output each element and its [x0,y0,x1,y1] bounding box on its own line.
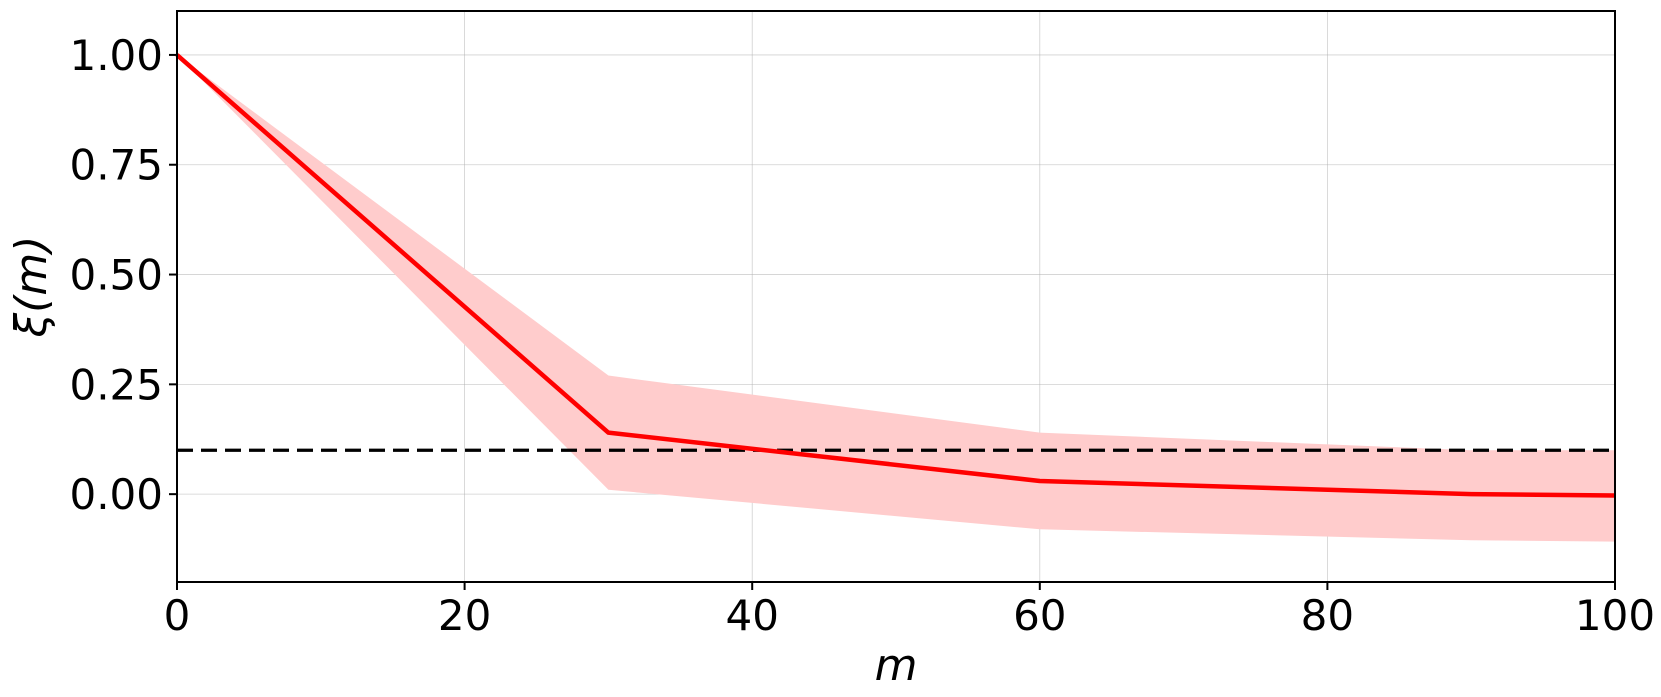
series-line-layer [175,53,1616,498]
y-tick-label: 0.25 [69,360,163,409]
y-tick-label: 0.75 [69,141,163,190]
y-tick-label: 1.00 [69,31,163,80]
band-layer [177,54,1615,542]
x-axis-label: m [875,640,918,691]
confidence-band [177,54,1615,542]
tick-layer: 0 20 40 60 80 100 0.00 0.25 0.50 0.75 1.00 [69,31,1655,640]
x-tick-label: 0 [164,591,191,640]
y-axis-label: ξ(m) [6,236,57,339]
x-tick-label: 20 [438,591,491,640]
x-tick-label: 80 [1301,591,1354,640]
x-tick-label: 100 [1575,591,1655,640]
x-tick-label: 60 [1013,591,1066,640]
plot-frame [176,10,1616,583]
x-tick-label: 40 [725,591,778,640]
y-tick-label: 0.00 [69,470,163,519]
y-tick-label: 0.50 [69,251,163,300]
series-line [175,53,1616,498]
